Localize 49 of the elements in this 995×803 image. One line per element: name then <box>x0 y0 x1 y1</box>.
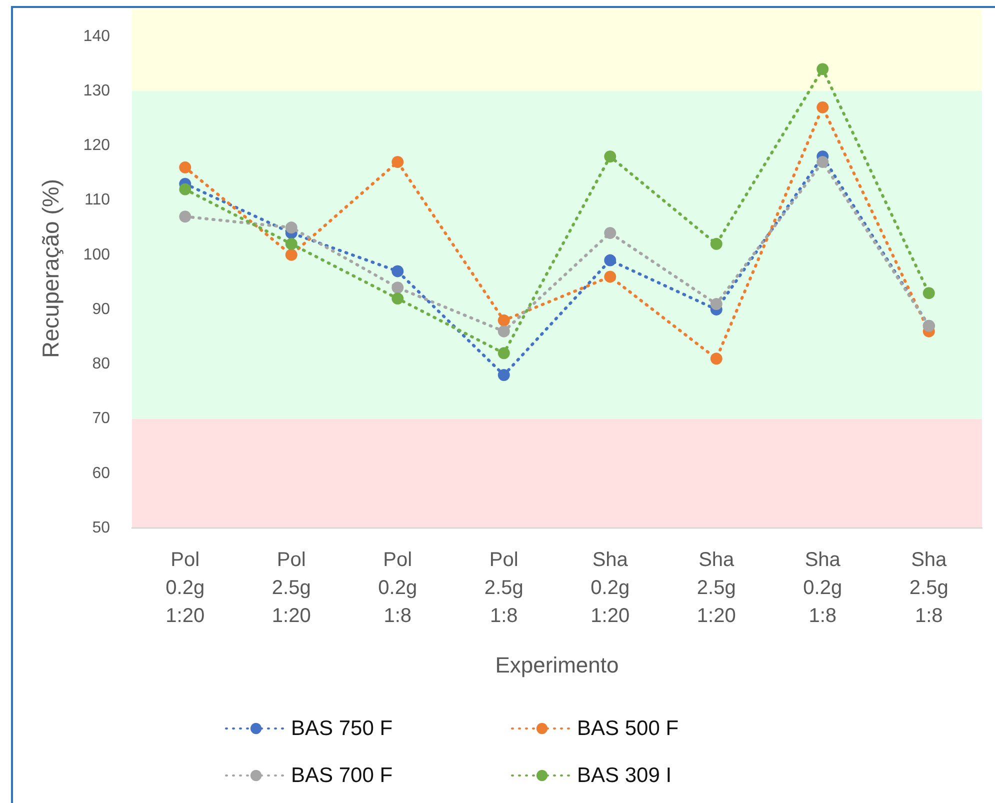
point <box>604 270 616 283</box>
point <box>392 292 404 305</box>
legend-label: BAS 750 F <box>291 717 393 740</box>
y-tick-label: 130 <box>83 82 110 100</box>
point <box>392 156 404 168</box>
point <box>179 161 192 174</box>
y-tick-label: 50 <box>92 520 110 536</box>
point <box>604 226 616 239</box>
point <box>179 183 192 196</box>
x-tick-label: Pol 0.2g 1:20 <box>166 549 205 627</box>
y-tick-label: 110 <box>84 192 110 209</box>
point <box>816 101 829 114</box>
x-tick-label: Pol 0.2g 1:8 <box>378 549 418 627</box>
y-axis-title: Recuperação (%) <box>38 179 64 358</box>
x-tick-label: Pol 2.5g 1:20 <box>272 549 311 627</box>
point <box>179 210 192 223</box>
point <box>604 150 616 162</box>
point <box>498 314 510 326</box>
point <box>285 238 298 250</box>
y-tick-label: 120 <box>83 137 110 154</box>
point <box>392 282 404 294</box>
point <box>498 347 510 360</box>
x-tick-label: Sha 2.5g 1:20 <box>696 549 736 627</box>
x-tick-label: Pol 2.5g 1:8 <box>484 549 524 627</box>
legend-label: BAS 500 F <box>577 717 679 740</box>
legend-label: BAS 700 F <box>291 764 393 787</box>
point <box>285 248 298 261</box>
legend-label: BAS 309 I <box>577 764 672 787</box>
point <box>604 254 616 266</box>
point <box>392 265 404 278</box>
point <box>498 369 510 382</box>
y-tick-label: 60 <box>92 464 110 482</box>
x-axis-title: Experimento <box>495 652 619 678</box>
point <box>710 352 722 365</box>
y-tick-label: 140 <box>83 28 110 45</box>
point <box>816 156 829 168</box>
point <box>710 298 722 310</box>
point <box>710 238 722 250</box>
x-tick-label: Sha 2.5g 1:8 <box>909 549 948 627</box>
point <box>816 63 829 76</box>
y-tick-label: 80 <box>92 356 110 373</box>
point <box>498 325 510 338</box>
point <box>285 222 298 234</box>
y-tick-label: 100 <box>83 246 110 264</box>
y-tick-label: 70 <box>92 410 110 428</box>
x-tick-label: Sha 0.2g 1:8 <box>803 549 842 627</box>
y-tick-label: 90 <box>92 300 110 318</box>
x-tick-label: Sha 0.2g 1:20 <box>590 549 630 627</box>
point <box>922 287 935 300</box>
